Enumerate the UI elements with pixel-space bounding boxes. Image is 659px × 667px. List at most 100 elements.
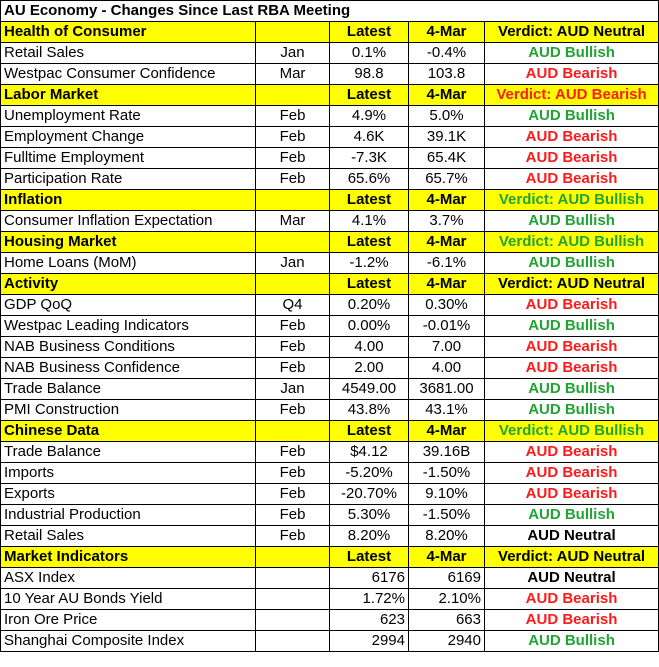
indicator-name: Trade Balance (0, 378, 256, 400)
indicator-name: Industrial Production (0, 504, 256, 526)
economy-table: AU Economy - Changes Since Last RBA Meet… (0, 0, 659, 652)
indicator-latest: -20.70% (329, 483, 409, 505)
indicator-name: Westpac Leading Indicators (0, 315, 256, 337)
indicator-name: Unemployment Rate (0, 105, 256, 127)
title-row: AU Economy - Changes Since Last RBA Meet… (0, 0, 659, 22)
indicator-month: Feb (255, 126, 330, 148)
indicator-prev: 663 (408, 609, 485, 631)
indicator-month: Jan (255, 252, 330, 274)
section-verdict: Verdict: AUD Bullish (483, 420, 659, 442)
column-header-prev: 4-Mar (408, 189, 485, 211)
indicator-signal: AUD Bearish (483, 147, 659, 169)
indicator-name: Retail Sales (0, 525, 256, 547)
indicator-prev: 5.0% (408, 105, 485, 127)
indicator-name: PMI Construction (0, 399, 256, 421)
indicator-signal: AUD Bullish (483, 315, 659, 337)
indicator-month (255, 588, 330, 610)
indicator-name: NAB Business Confidence (0, 357, 256, 379)
indicator-month: Jan (255, 378, 330, 400)
indicator-latest: -5.20% (329, 462, 409, 484)
indicator-name: Trade Balance (0, 441, 256, 463)
indicator-month (255, 567, 330, 589)
indicator-prev: 65.7% (408, 168, 485, 190)
indicator-month: Mar (255, 210, 330, 232)
indicator-prev: 65.4K (408, 147, 485, 169)
indicator-prev: 3.7% (408, 210, 485, 232)
indicator-name: Participation Rate (0, 168, 256, 190)
indicator-prev: 9.10% (408, 483, 485, 505)
indicator-signal: AUD Bearish (483, 357, 659, 379)
indicator-month: Jan (255, 42, 330, 64)
table-row: Trade Balance Jan 4549.00 3681.00 AUD Bullis… (0, 378, 659, 400)
section-header-row: Health of Consumer Latest 4-Mar Verdict: AU… (0, 21, 659, 43)
indicator-signal: AUD Bullish (483, 252, 659, 274)
section-month-cell (255, 420, 330, 442)
table-row: Home Loans (MoM) Jan -1.2% -6.1% AUD Bullish (0, 252, 659, 274)
table-row: Retail Sales Feb 8.20% 8.20% AUD Neutral (0, 525, 659, 547)
indicator-latest: 5.30% (329, 504, 409, 526)
indicator-signal: AUD Neutral (483, 567, 659, 589)
indicator-month: Mar (255, 63, 330, 85)
section-name: Housing Market (0, 231, 256, 253)
indicator-name: Employment Change (0, 126, 256, 148)
column-header-latest: Latest (329, 273, 409, 295)
indicator-latest: 2.00 (329, 357, 409, 379)
column-header-latest: Latest (329, 84, 409, 106)
indicator-month: Q4 (255, 294, 330, 316)
indicator-signal: AUD Bearish (483, 336, 659, 358)
indicator-signal: AUD Bullish (483, 378, 659, 400)
indicator-signal: AUD Bearish (483, 588, 659, 610)
indicator-prev: 2940 (408, 630, 485, 652)
section-header-row: Housing Market Latest 4-Mar Verdict: AUD Bu… (0, 231, 659, 253)
indicator-signal: AUD Bearish (483, 294, 659, 316)
column-header-latest: Latest (329, 231, 409, 253)
indicator-prev: 39.1K (408, 126, 485, 148)
section-verdict: Verdict: AUD Bullish (483, 189, 659, 211)
indicator-latest: 6176 (329, 567, 409, 589)
table-row: NAB Business Confidence Feb 2.00 4.00 AUD Be… (0, 357, 659, 379)
indicator-prev: 2.10% (408, 588, 485, 610)
section-header-row: Inflation Latest 4-Mar Verdict: AUD Bullish (0, 189, 659, 211)
indicator-latest: 4.6K (329, 126, 409, 148)
indicator-month: Feb (255, 105, 330, 127)
table-row: Participation Rate Feb 65.6% 65.7% AUD Beari… (0, 168, 659, 190)
indicator-prev: 103.8 (408, 63, 485, 85)
indicator-latest: $4.12 (329, 441, 409, 463)
indicator-signal: AUD Bearish (483, 63, 659, 85)
indicator-month: Feb (255, 441, 330, 463)
column-header-prev: 4-Mar (408, 231, 485, 253)
table-row: 10 Year AU Bonds Yield 1.72% 2.10% AUD Bear… (0, 588, 659, 610)
indicator-month: Feb (255, 168, 330, 190)
indicator-prev: -0.01% (408, 315, 485, 337)
table-title: AU Economy - Changes Since Last RBA Meet… (0, 0, 659, 22)
indicator-signal: AUD Bullish (483, 210, 659, 232)
indicator-prev: 3681.00 (408, 378, 485, 400)
indicator-prev: 39.16B (408, 441, 485, 463)
section-name: Market Indicators (0, 546, 256, 568)
section-verdict: Verdict: AUD Bullish (483, 231, 659, 253)
table-row: Employment Change Feb 4.6K 39.1K AUD Bearish (0, 126, 659, 148)
table-row: Shanghai Composite Index 2994 2940 AUD Bull… (0, 630, 659, 652)
indicator-name: ASX Index (0, 567, 256, 589)
indicator-month: Feb (255, 357, 330, 379)
indicator-name: NAB Business Conditions (0, 336, 256, 358)
column-header-prev: 4-Mar (408, 21, 485, 43)
section-name: Activity (0, 273, 256, 295)
indicator-signal: AUD Bearish (483, 609, 659, 631)
indicator-latest: 4.1% (329, 210, 409, 232)
column-header-latest: Latest (329, 189, 409, 211)
column-header-prev: 4-Mar (408, 273, 485, 295)
indicator-latest: 2994 (329, 630, 409, 652)
indicator-prev: 6169 (408, 567, 485, 589)
column-header-latest: Latest (329, 546, 409, 568)
table-row: Westpac Leading Indicators Feb 0.00% -0.01%… (0, 315, 659, 337)
indicator-name: Westpac Consumer Confidence (0, 63, 256, 85)
indicator-month: Feb (255, 525, 330, 547)
section-month-cell (255, 273, 330, 295)
indicator-month: Feb (255, 483, 330, 505)
table-row: Westpac Consumer Confidence Mar 98.8 103.8 A… (0, 63, 659, 85)
indicator-latest: 0.00% (329, 315, 409, 337)
indicator-name: 10 Year AU Bonds Yield (0, 588, 256, 610)
indicator-signal: AUD Bullish (483, 630, 659, 652)
indicator-signal: AUD Bearish (483, 441, 659, 463)
